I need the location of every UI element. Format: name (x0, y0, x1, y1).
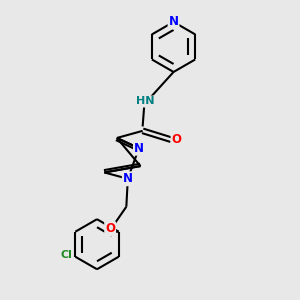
Text: Cl: Cl (61, 250, 72, 260)
Text: N: N (123, 172, 133, 185)
Text: N: N (134, 142, 144, 155)
Text: O: O (105, 222, 115, 235)
Text: HN: HN (136, 96, 155, 106)
Text: N: N (169, 15, 178, 28)
Text: O: O (172, 133, 182, 146)
